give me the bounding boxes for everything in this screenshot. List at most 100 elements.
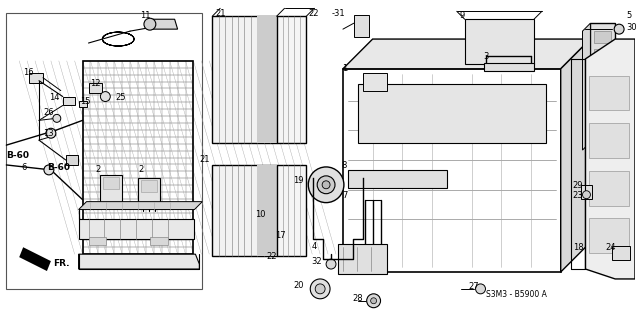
Text: -31: -31 bbox=[332, 9, 346, 18]
Bar bbox=[589, 171, 629, 205]
Text: S3M3 - B5900 A: S3M3 - B5900 A bbox=[486, 290, 547, 299]
Bar bbox=[6, 13, 202, 289]
Circle shape bbox=[100, 92, 110, 101]
Text: 12: 12 bbox=[90, 79, 101, 88]
Bar bbox=[138, 178, 160, 205]
Bar bbox=[591, 23, 615, 142]
Bar bbox=[363, 73, 387, 91]
Circle shape bbox=[46, 128, 56, 138]
Bar bbox=[88, 237, 106, 245]
Text: 26: 26 bbox=[43, 108, 54, 117]
Bar bbox=[212, 165, 276, 256]
Circle shape bbox=[322, 181, 330, 189]
Bar bbox=[589, 123, 629, 158]
Text: 15: 15 bbox=[81, 97, 91, 106]
Text: 29: 29 bbox=[573, 181, 583, 190]
Text: 2: 2 bbox=[138, 166, 143, 174]
Text: 4: 4 bbox=[311, 242, 317, 251]
Text: 1: 1 bbox=[342, 64, 347, 73]
Bar bbox=[212, 16, 276, 143]
Text: 22: 22 bbox=[308, 9, 319, 18]
Text: 13: 13 bbox=[43, 129, 54, 138]
Text: 27: 27 bbox=[468, 282, 479, 291]
Text: 2: 2 bbox=[95, 166, 100, 174]
Polygon shape bbox=[150, 19, 178, 29]
Bar bbox=[589, 219, 629, 253]
Polygon shape bbox=[79, 254, 200, 269]
Bar bbox=[354, 15, 369, 37]
Bar bbox=[79, 100, 86, 108]
Text: 8: 8 bbox=[341, 161, 346, 170]
Bar bbox=[88, 83, 102, 93]
Bar bbox=[150, 237, 168, 245]
Bar bbox=[589, 76, 629, 110]
Bar bbox=[595, 49, 611, 61]
Polygon shape bbox=[343, 39, 591, 69]
Text: 10: 10 bbox=[255, 210, 266, 219]
Text: 21: 21 bbox=[200, 155, 210, 165]
Bar bbox=[257, 165, 276, 256]
Circle shape bbox=[367, 294, 381, 308]
Circle shape bbox=[582, 191, 591, 199]
Text: 22: 22 bbox=[267, 252, 277, 261]
Text: 18: 18 bbox=[573, 243, 583, 252]
Bar bbox=[484, 63, 534, 71]
Bar bbox=[348, 170, 447, 188]
Bar bbox=[595, 102, 611, 115]
Bar bbox=[595, 31, 611, 43]
Text: 3: 3 bbox=[483, 52, 489, 61]
Polygon shape bbox=[79, 210, 195, 239]
Text: 17: 17 bbox=[275, 231, 285, 240]
Circle shape bbox=[326, 259, 336, 269]
Text: B-60: B-60 bbox=[47, 163, 70, 173]
Circle shape bbox=[614, 24, 624, 34]
Polygon shape bbox=[79, 202, 202, 210]
Text: 7: 7 bbox=[342, 191, 348, 200]
Text: 16: 16 bbox=[23, 68, 34, 77]
Bar bbox=[595, 85, 611, 97]
Bar bbox=[465, 19, 534, 64]
Circle shape bbox=[316, 284, 325, 294]
Text: FR.: FR. bbox=[53, 259, 69, 268]
Circle shape bbox=[144, 18, 156, 30]
Text: 20: 20 bbox=[293, 281, 304, 290]
Text: 21: 21 bbox=[215, 9, 226, 18]
Text: 25: 25 bbox=[115, 93, 125, 102]
Text: 32: 32 bbox=[311, 256, 322, 266]
Polygon shape bbox=[582, 23, 591, 150]
Circle shape bbox=[317, 176, 335, 194]
Bar bbox=[338, 244, 387, 274]
Text: 11: 11 bbox=[140, 11, 150, 20]
Text: 24: 24 bbox=[605, 243, 616, 252]
Text: 6: 6 bbox=[21, 163, 27, 173]
Circle shape bbox=[44, 165, 54, 175]
Bar bbox=[29, 73, 43, 83]
Text: 19: 19 bbox=[293, 176, 304, 185]
Circle shape bbox=[310, 279, 330, 299]
Bar bbox=[580, 185, 593, 199]
Circle shape bbox=[371, 298, 376, 304]
Text: 5: 5 bbox=[626, 11, 631, 20]
Polygon shape bbox=[19, 247, 51, 271]
Text: 28: 28 bbox=[353, 294, 364, 303]
Circle shape bbox=[53, 115, 61, 122]
Bar bbox=[257, 16, 276, 143]
Bar bbox=[103, 177, 119, 189]
Bar bbox=[276, 165, 307, 256]
Bar bbox=[63, 97, 75, 106]
Circle shape bbox=[476, 284, 486, 294]
Bar bbox=[141, 180, 157, 192]
Bar bbox=[595, 67, 611, 79]
Bar bbox=[358, 84, 546, 143]
Circle shape bbox=[308, 167, 344, 203]
Text: 30: 30 bbox=[626, 23, 637, 32]
Bar bbox=[100, 175, 122, 203]
Text: 23: 23 bbox=[573, 191, 583, 200]
Bar bbox=[276, 16, 307, 143]
Polygon shape bbox=[586, 39, 635, 279]
Text: 9: 9 bbox=[460, 11, 465, 20]
Bar bbox=[83, 61, 193, 254]
Text: 14: 14 bbox=[49, 93, 60, 102]
Bar bbox=[612, 246, 630, 260]
Polygon shape bbox=[561, 39, 591, 272]
